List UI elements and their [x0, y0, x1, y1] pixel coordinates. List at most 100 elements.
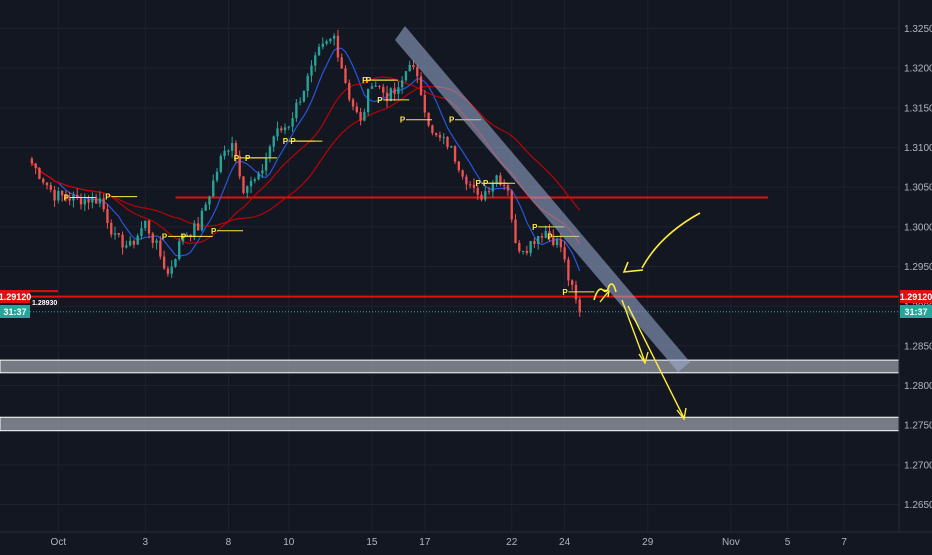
candle-body — [208, 196, 211, 205]
price-tick-label: 1.28500 — [904, 341, 932, 352]
candle-body — [45, 182, 49, 186]
candle-body — [234, 143, 238, 157]
candle-body — [166, 268, 170, 274]
arrow-icon — [627, 305, 687, 421]
trend-channel[interactable] — [395, 26, 690, 372]
candle-body — [400, 80, 404, 88]
candle-body — [283, 127, 287, 131]
candle-body — [212, 180, 215, 197]
pivot-label: P — [105, 193, 111, 202]
candle-body — [306, 75, 309, 91]
candle-body — [125, 245, 128, 248]
candle-body — [438, 135, 442, 138]
candle-body — [268, 146, 272, 159]
price-tick-label: 1.27500 — [904, 421, 932, 432]
candle-body — [196, 223, 200, 231]
candle-body — [389, 88, 392, 102]
pivot-label: P — [245, 154, 251, 163]
candle-body — [559, 239, 563, 248]
candle-body — [204, 204, 207, 211]
candle-body — [295, 102, 298, 119]
candle-body — [495, 175, 498, 184]
candle-body — [178, 241, 181, 259]
candle-body — [446, 136, 449, 147]
candle-body — [94, 196, 98, 204]
trend-channel-band — [395, 26, 690, 372]
price-tick-label: 1.32000 — [904, 64, 932, 75]
candle-body — [242, 176, 245, 193]
candle-body — [567, 259, 570, 281]
candle-body — [68, 198, 71, 201]
candle-body — [246, 186, 249, 193]
candle-body — [238, 156, 241, 177]
pivot-label: P — [234, 154, 240, 163]
candle-body — [155, 240, 158, 243]
candle-body — [34, 163, 37, 168]
time-tick-label: Nov — [722, 537, 740, 548]
time-tick-label: 24 — [559, 537, 571, 548]
candle-body — [159, 240, 162, 257]
candle-body — [174, 258, 177, 267]
candle-body — [193, 223, 196, 237]
candle-body — [332, 35, 336, 39]
candle-body — [132, 240, 136, 245]
candle-body — [42, 178, 45, 183]
candle-body — [412, 64, 415, 68]
annotations — [593, 212, 701, 421]
candle-body — [521, 250, 525, 252]
candle-body — [397, 87, 400, 94]
right-countdown-tag-text: 31:37 — [904, 307, 927, 317]
candle-body — [468, 184, 472, 186]
pivot-label: P — [547, 232, 553, 241]
candle-body — [264, 158, 268, 171]
candle-body — [276, 128, 279, 137]
pivot-label: P — [290, 137, 296, 146]
time-tick-label: 3 — [142, 537, 148, 548]
candle-body — [329, 38, 332, 42]
candle-body — [344, 68, 347, 83]
candle-body — [60, 190, 64, 196]
candle-body — [136, 235, 139, 245]
candle-body — [57, 190, 60, 201]
candle-body — [49, 185, 52, 190]
time-tick-label: 8 — [226, 537, 232, 548]
candle-body — [215, 171, 219, 181]
candle-body — [548, 231, 551, 236]
candle-body — [423, 94, 426, 113]
candle-body — [461, 170, 464, 177]
candle-body — [359, 112, 362, 121]
candle-body — [253, 179, 256, 181]
left-price-tag — [0, 290, 30, 303]
candle-body — [487, 191, 491, 193]
pivot-label: P — [449, 116, 455, 125]
pivot-label: P — [483, 179, 489, 188]
candle-body — [480, 194, 483, 200]
horizontal-lines[interactable] — [30, 196, 899, 313]
price-tick-label: 1.29500 — [904, 262, 932, 273]
candle-body — [302, 90, 306, 102]
time-axis[interactable]: Oct 3 8 10 15 17 22 24 29 Nov 5 7 — [51, 537, 848, 548]
candle-body — [450, 146, 453, 148]
price-tick-label: 1.30000 — [904, 222, 932, 233]
candle-body — [110, 223, 113, 235]
candle-body — [83, 199, 86, 205]
pivot-label: P — [377, 96, 383, 105]
candle-body — [314, 55, 317, 66]
candle-body — [453, 146, 457, 162]
support-zone — [0, 359, 900, 374]
left-countdown-tag-text: 31:37 — [3, 307, 26, 317]
support-zones — [0, 359, 900, 432]
time-tick-label: 29 — [642, 537, 654, 548]
arrow-stroke — [641, 212, 701, 269]
time-tick-label: 10 — [283, 537, 295, 548]
candle-body — [434, 132, 438, 136]
candle-body — [53, 189, 56, 201]
pivot-label: P — [181, 232, 187, 241]
time-tick-label: 7 — [841, 537, 847, 548]
pivot-label: P — [400, 116, 406, 125]
candle-body — [38, 167, 41, 179]
candle-body — [106, 209, 109, 224]
candle-body — [272, 136, 275, 147]
